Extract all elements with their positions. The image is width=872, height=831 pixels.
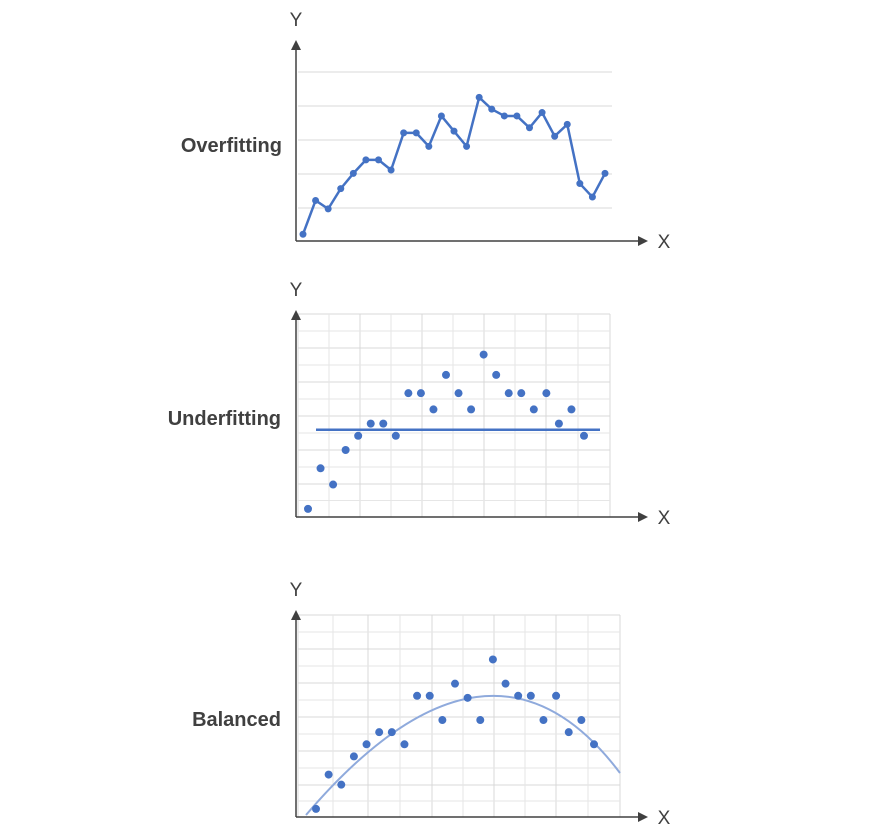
data-point	[580, 431, 588, 440]
x-axis-label: X	[658, 808, 671, 829]
chart-title-underfitting: Underfitting	[167, 408, 281, 430]
data-point	[354, 431, 363, 440]
data-point	[366, 419, 375, 428]
data-point	[312, 196, 320, 204]
chart-title-balanced: Balanced	[192, 709, 281, 731]
data-point	[404, 389, 413, 398]
data-point	[590, 740, 598, 749]
y-axis-label: Y	[290, 280, 303, 301]
data-point	[450, 127, 458, 135]
data-point	[375, 728, 384, 737]
data-point	[500, 112, 508, 120]
data-point	[475, 93, 483, 101]
data-point	[488, 105, 496, 113]
data-point	[467, 405, 476, 414]
series-line	[301, 96, 607, 235]
data-point	[563, 120, 571, 128]
data-point	[542, 389, 551, 398]
x-axis-label: X	[658, 232, 671, 253]
data-point	[492, 370, 501, 379]
data-point	[577, 716, 586, 725]
data-point	[538, 109, 546, 117]
data-point	[387, 166, 395, 174]
data-point	[529, 405, 538, 414]
data-point	[501, 679, 510, 688]
data-point	[463, 693, 472, 702]
data-point	[442, 370, 450, 379]
data-point	[476, 716, 485, 725]
data-point	[463, 142, 471, 150]
data-point	[362, 740, 371, 749]
data-point	[362, 156, 370, 164]
x-axis-arrow	[638, 512, 648, 522]
data-point	[337, 185, 345, 193]
data-point	[391, 431, 400, 440]
data-point	[341, 446, 350, 455]
data-point	[601, 169, 609, 177]
data-point	[375, 156, 382, 164]
data-point	[526, 124, 533, 132]
data-point	[564, 728, 573, 737]
x-axis-arrow	[638, 812, 648, 822]
data-point	[387, 728, 396, 737]
data-point	[425, 691, 434, 700]
data-point	[412, 129, 420, 137]
data-point	[316, 464, 325, 473]
data-point	[437, 112, 445, 120]
data-point	[576, 180, 584, 188]
data-point	[567, 405, 576, 414]
data-point	[488, 655, 497, 664]
y-axis-arrow	[291, 310, 301, 320]
data-point	[400, 740, 409, 749]
data-point	[400, 129, 408, 137]
data-point	[349, 752, 358, 761]
y-axis-label: Y	[290, 10, 303, 31]
x-axis-label: X	[658, 508, 671, 529]
fit-curve	[305, 694, 621, 816]
data-point	[312, 804, 320, 813]
chart-title-overfitting: Overfitting	[180, 135, 282, 157]
data-point	[429, 405, 438, 414]
data-point	[324, 770, 333, 779]
data-point	[451, 679, 459, 688]
data-point	[379, 419, 388, 428]
y-axis-arrow	[291, 40, 301, 50]
data-point	[416, 389, 425, 398]
data-point	[539, 716, 548, 725]
data-point	[438, 716, 447, 725]
data-point	[514, 691, 523, 700]
data-point	[552, 691, 561, 700]
data-point	[551, 132, 559, 140]
data-point	[554, 419, 563, 428]
data-point	[324, 205, 332, 213]
data-point	[349, 169, 357, 177]
data-point	[329, 480, 338, 489]
x-axis-arrow	[638, 236, 648, 246]
data-point	[304, 504, 312, 513]
data-point	[504, 389, 513, 398]
data-point	[517, 389, 526, 398]
data-point	[526, 691, 535, 700]
data-point	[454, 389, 463, 398]
y-axis-arrow	[291, 610, 301, 620]
data-point	[413, 691, 422, 700]
data-point	[513, 112, 521, 120]
data-point	[425, 142, 433, 150]
data-point	[479, 350, 488, 359]
data-point	[299, 230, 307, 238]
y-axis-label: Y	[290, 580, 303, 601]
data-point	[588, 193, 596, 201]
data-point	[337, 780, 346, 789]
